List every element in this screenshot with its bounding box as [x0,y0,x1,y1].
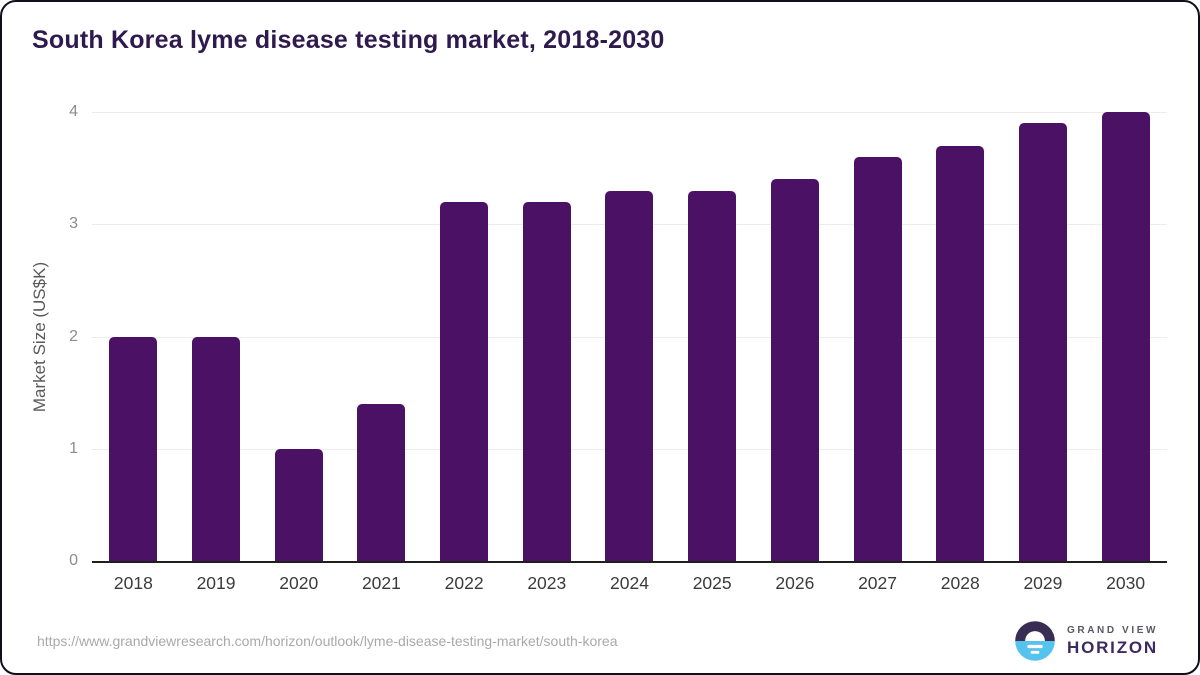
x-tick-label-2020: 2020 [279,573,319,593]
y-axis-title: Market Size (US$K) [30,261,49,413]
y-tick-label-0: 0 [69,552,78,569]
bar-group-2024: 2024 [588,112,671,593]
gridline-4 [92,112,1167,113]
bar-group-2025: 2025 [671,112,754,593]
x-tick-label-2018: 2018 [113,573,153,593]
bar-series: 2018 2019 2020 2021 2022 2023 2024 2025 2026 2027… [92,112,1167,593]
bar-group-2022: 2022 [423,112,506,593]
logo-text: GRAND VIEW HORIZON [1067,625,1158,658]
y-tick-label-4: 4 [69,103,78,120]
x-tick-label-2021: 2021 [361,573,401,593]
bar-2027 [853,156,902,561]
bar-2026 [770,179,819,561]
bar-group-2026: 2026 [754,112,837,593]
x-tick-label-2026: 2026 [775,573,815,593]
bar-2028 [936,145,985,561]
bar-group-2020: 2020 [257,112,340,593]
bar-group-2019: 2019 [175,112,258,593]
bar-group-2023: 2023 [505,112,588,593]
bar-2018 [109,336,158,561]
bar-2020 [274,448,323,561]
bar-2022 [440,201,489,561]
horizon-logo-icon [1015,621,1055,661]
y-tick-label-1: 1 [69,439,78,457]
bar-2025 [688,190,737,561]
y-tick-label-2: 2 [69,327,78,345]
x-tick-label-2025: 2025 [692,573,732,593]
bar-2023 [522,201,571,561]
bar-2019 [192,336,241,561]
bar-2024 [605,190,654,561]
logo-brand-top: GRAND VIEW [1067,624,1158,636]
bar-group-2030: 2030 [1084,112,1167,593]
bar-group-2018: 2018 [92,112,175,593]
grand-view-horizon-logo: GRAND VIEW HORIZON [1013,619,1158,663]
plot-area: 2018 2019 2020 2021 2022 2023 2024 2025 2026 2027… [69,103,1167,593]
x-tick-label-2027: 2027 [858,573,897,593]
x-tick-label-2028: 2028 [940,573,980,593]
x-tick-label-2024: 2024 [610,573,649,593]
bar-group-2028: 2028 [919,112,1002,593]
x-tick-label-2019: 2019 [196,573,236,593]
logo-brand-bottom: HORIZON [1067,637,1158,657]
x-tick-label-2023: 2023 [527,573,567,593]
bar-2030 [1101,112,1150,561]
chart-title: South Korea lyme disease testing market,… [32,26,665,54]
bar-group-2027: 2027 [836,112,919,593]
x-tick-label-2030: 2030 [1106,573,1146,593]
x-tick-label-2029: 2029 [1023,573,1063,593]
bar-2029 [1018,123,1067,561]
y-tick-label-3: 3 [69,215,78,233]
x-tick-label-2022: 2022 [444,573,484,593]
source-url: https://www.grandviewresearch.com/horizo… [37,633,618,649]
bar-2021 [357,403,406,561]
bar-group-2021: 2021 [340,112,423,593]
bar-group-2029: 2029 [1002,112,1085,593]
